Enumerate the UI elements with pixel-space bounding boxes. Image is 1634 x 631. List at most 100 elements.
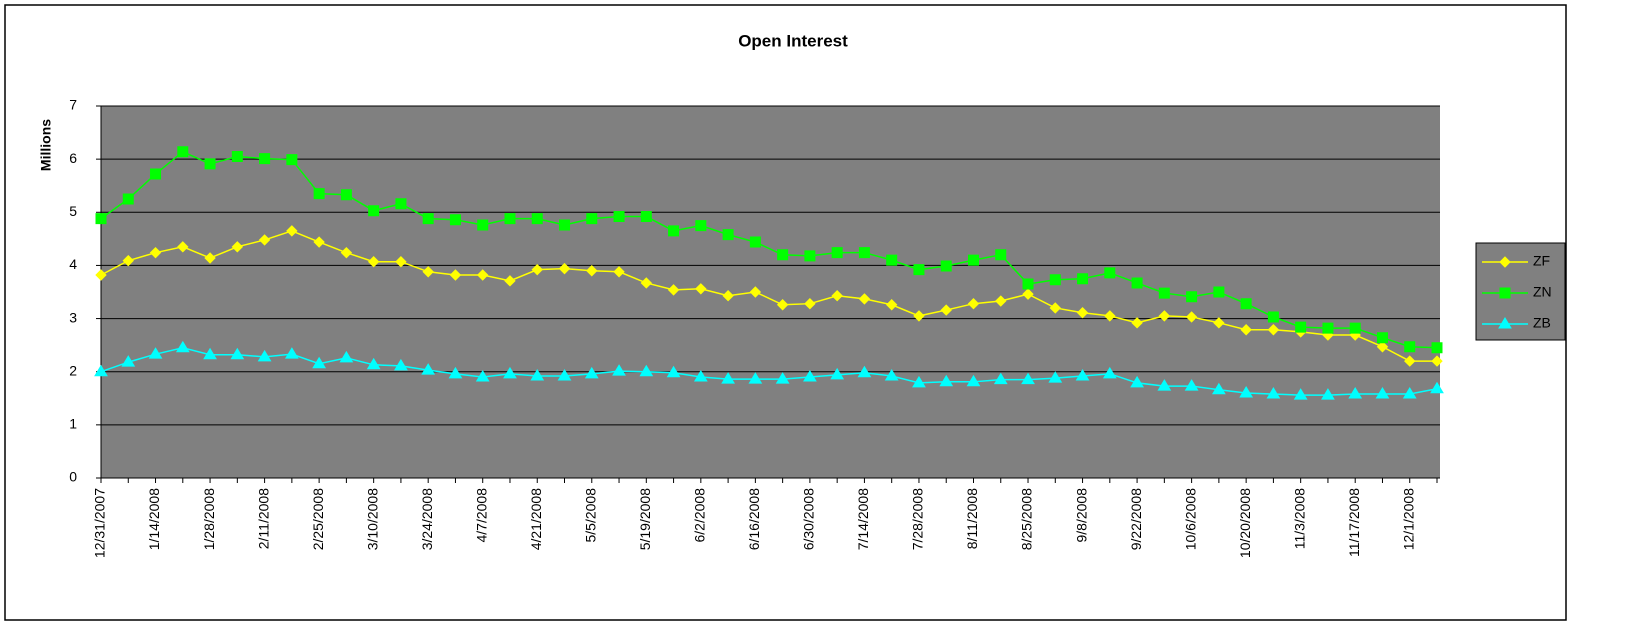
point [1158, 310, 1171, 322]
point [1375, 387, 1390, 399]
point [204, 158, 216, 170]
point [995, 249, 1007, 261]
legend-label: ZN [1533, 284, 1552, 300]
point [693, 370, 708, 382]
point [258, 234, 271, 246]
point [503, 366, 517, 379]
x-tick-label: 6/16/2008 [746, 488, 762, 550]
point [1266, 387, 1281, 399]
legend: ZF ZN ZB [1475, 242, 1566, 341]
point [559, 219, 571, 231]
y-axis-label: Millions [38, 119, 54, 171]
point [259, 153, 271, 165]
point [1076, 307, 1089, 319]
point [831, 247, 843, 259]
point [1321, 388, 1335, 400]
point [121, 355, 136, 367]
point [1213, 286, 1225, 298]
point [1430, 381, 1444, 394]
y-tick-label: 6 [69, 150, 77, 166]
point [395, 198, 407, 210]
point [1349, 322, 1361, 334]
point [804, 250, 816, 262]
point [1240, 298, 1252, 310]
point [449, 269, 462, 281]
point [312, 356, 327, 369]
point [612, 364, 626, 376]
point [504, 275, 516, 287]
point [1295, 321, 1307, 333]
point [884, 368, 899, 381]
point [1130, 375, 1144, 388]
point [775, 372, 790, 384]
point [286, 225, 298, 237]
point [177, 241, 189, 253]
y-tick-label: 1 [69, 416, 77, 432]
point [721, 372, 735, 384]
point [913, 310, 925, 322]
point [448, 366, 463, 379]
x-tick-label: 11/3/2008 [1291, 488, 1307, 549]
point [449, 214, 461, 226]
legend-marker [1499, 256, 1511, 268]
point [531, 263, 543, 276]
point [913, 264, 925, 276]
point [177, 146, 189, 158]
point [1267, 324, 1280, 336]
point [668, 225, 680, 237]
point [667, 284, 680, 296]
point [1431, 355, 1443, 367]
y-tick-label: 4 [69, 256, 77, 272]
y-tick-label: 0 [69, 469, 77, 485]
series-line [100, 347, 1438, 396]
point [803, 370, 817, 382]
x-tick-label: 4/21/2008 [528, 488, 544, 550]
legend-marker [1498, 317, 1512, 329]
point [94, 364, 108, 377]
point [1049, 302, 1061, 314]
y-tick-label: 5 [69, 203, 77, 219]
point [613, 211, 625, 223]
point [286, 154, 298, 166]
point [939, 374, 954, 387]
point [231, 241, 244, 253]
point [366, 357, 381, 370]
point [586, 265, 598, 277]
point [313, 188, 325, 200]
point [1157, 379, 1172, 391]
point [284, 347, 299, 359]
point [1102, 366, 1117, 379]
point [368, 205, 380, 217]
point [95, 213, 107, 225]
y-tick-label: 7 [69, 97, 77, 113]
point [1431, 342, 1443, 354]
point [203, 347, 217, 360]
point [639, 364, 654, 377]
point [122, 254, 134, 267]
point [475, 370, 490, 382]
point [695, 220, 707, 232]
point [231, 150, 243, 162]
point [1049, 274, 1061, 286]
point [967, 297, 980, 310]
point [1077, 273, 1089, 285]
point [1402, 387, 1417, 399]
point [149, 246, 162, 259]
point [1104, 267, 1116, 279]
point [748, 372, 763, 384]
point [1293, 388, 1308, 400]
point [666, 365, 681, 378]
point [394, 358, 408, 371]
point [1404, 355, 1416, 367]
point [830, 367, 845, 380]
point [477, 219, 489, 231]
point [340, 189, 352, 201]
x-tick-label: 5/19/2008 [637, 488, 653, 550]
point [204, 252, 216, 264]
point [421, 363, 436, 375]
point [1348, 387, 1363, 399]
point [995, 295, 1007, 307]
point [95, 269, 107, 281]
point [1240, 324, 1252, 336]
